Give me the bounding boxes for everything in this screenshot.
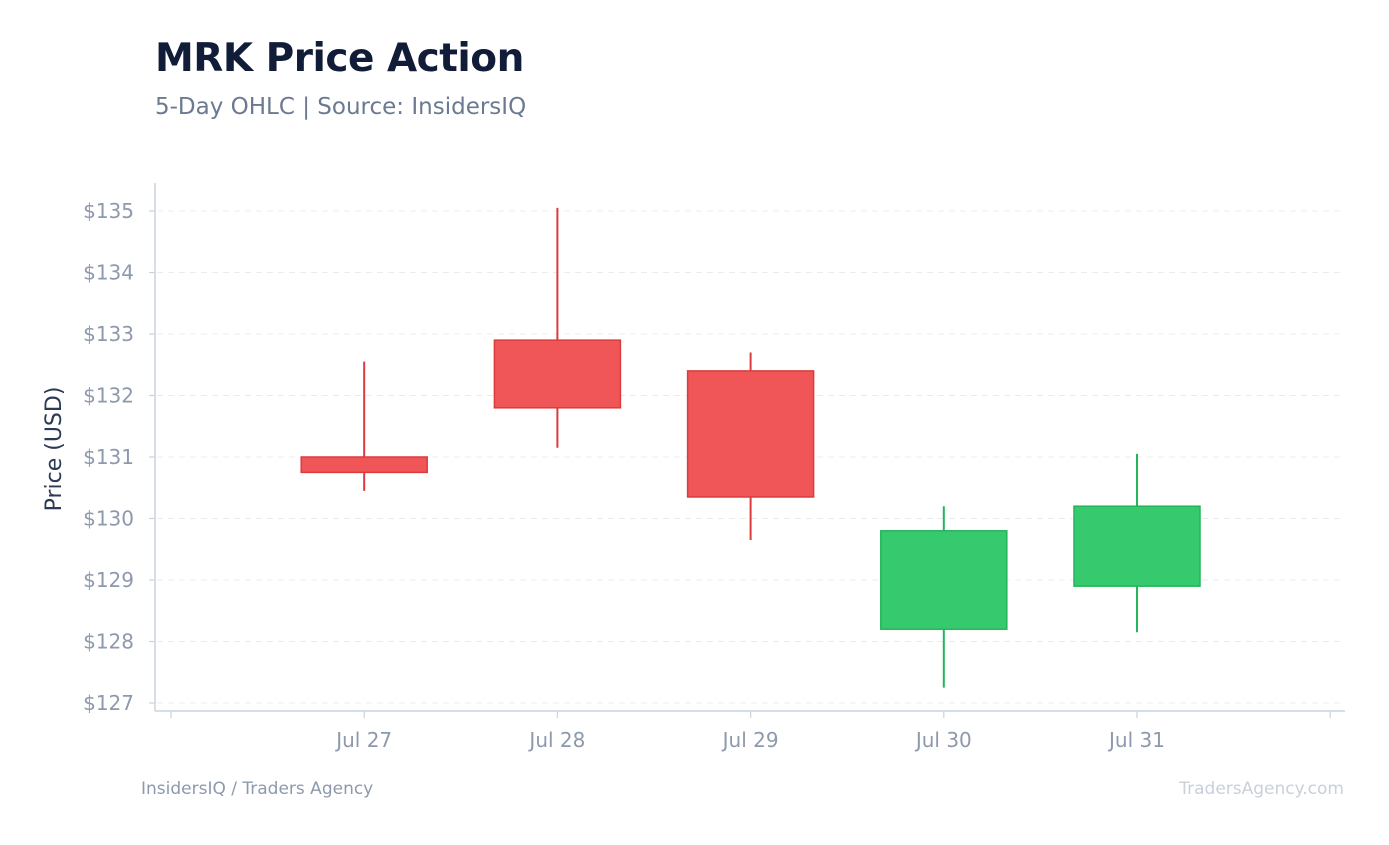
y-tick-label: $128 — [83, 630, 134, 654]
footer-credit: InsidersIQ / Traders Agency — [141, 779, 374, 799]
candle-body — [493, 339, 622, 409]
y-tick-label: $131 — [83, 445, 134, 469]
y-tick-label: $134 — [83, 261, 134, 285]
y-tick-label: $132 — [83, 384, 134, 408]
candle-body — [880, 530, 1008, 630]
x-tick-label: Jul 31 — [1107, 728, 1165, 752]
y-tick-label: $130 — [83, 507, 134, 531]
y-tick-label: $133 — [83, 322, 134, 346]
x-tick-label: Jul 29 — [721, 728, 779, 752]
candle-body — [686, 370, 815, 498]
x-tick-label: Jul 27 — [334, 728, 392, 752]
x-tick-label: Jul 30 — [914, 728, 972, 752]
candle-body — [1073, 505, 1201, 587]
y-tick-label: $129 — [83, 568, 134, 592]
y-tick-label: $127 — [83, 691, 134, 715]
candle-body — [300, 456, 428, 474]
y-axis-title: Price (USD) — [42, 387, 67, 512]
chart-subtitle: 5-Day OHLC | Source: InsidersIQ — [155, 94, 527, 120]
chart-title: MRK Price Action — [155, 36, 524, 81]
y-tick-label: $135 — [83, 199, 134, 223]
x-tick-label: Jul 28 — [527, 728, 585, 752]
footer-watermark: TradersAgency.com — [1179, 779, 1344, 799]
